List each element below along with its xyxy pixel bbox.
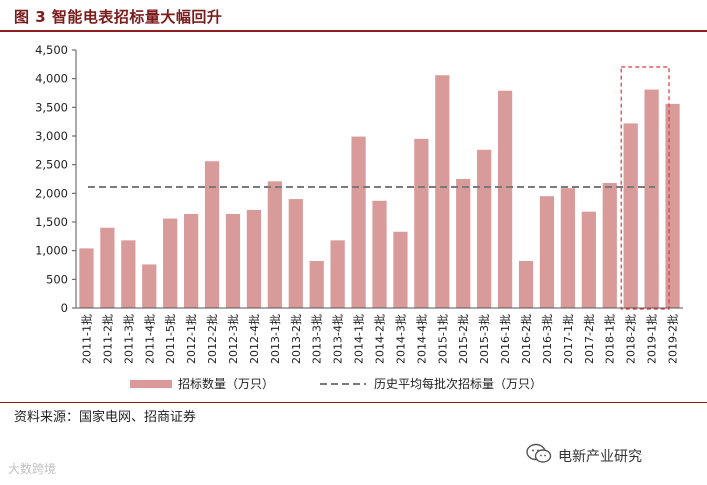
bar [204, 161, 220, 308]
bar [497, 90, 513, 308]
x-tick-label: 2011-4批 [142, 314, 156, 364]
x-tick-label: 2016-3批 [540, 314, 554, 364]
x-tick-label: 2015-1批 [435, 314, 449, 364]
bar [372, 200, 387, 308]
legend-bar-swatch [130, 380, 172, 388]
x-tick-label: 2018-2批 [624, 314, 638, 364]
bar [539, 196, 555, 308]
bar [518, 260, 534, 308]
bar-chart: 0 500 1,000 1,500 2,000 2,500 3,000 3,500 4,000 4… [35, 43, 683, 391]
x-tick-label: 2011-5批 [163, 314, 177, 364]
bar [644, 89, 659, 308]
x-tick-label: 2012-4批 [247, 314, 261, 364]
bar [225, 213, 241, 308]
bar [623, 123, 638, 309]
x-tick-label: 2017-2批 [582, 314, 596, 364]
x-tick-label: 2014-1批 [352, 314, 366, 364]
y-axis: 0 500 1,000 1,500 2,000 2,500 3,000 3,500 4,000 4… [35, 43, 77, 315]
bar-series [79, 75, 680, 309]
watermark-left: 大数跨境 [8, 462, 57, 476]
wechat-icon [526, 443, 552, 463]
x-tick-label: 2016-1批 [498, 314, 512, 364]
bar [393, 231, 408, 308]
bar [267, 181, 282, 308]
x-axis: 2011-1批 2011-2批 2011-3批 2011-4批 2011-5批 2012-… [76, 307, 683, 364]
bar [665, 103, 680, 308]
highlight-box [620, 66, 670, 310]
x-tick-label: 2014-2批 [373, 314, 387, 364]
source-note: 资料来源：国家电网、招商证券 [14, 410, 197, 425]
x-tick-label: 2018-1批 [603, 314, 617, 364]
x-tick-label: 2019-2批 [666, 314, 680, 364]
y-tick-label: 3,000 [35, 129, 68, 143]
bar [184, 213, 199, 308]
x-tick-label: 2013-4批 [331, 314, 345, 364]
overlay-layer [88, 66, 670, 310]
x-tick-label: 2013-2批 [289, 314, 303, 364]
y-tick-label: 2,500 [35, 158, 68, 172]
x-tick-label: 2016-2批 [519, 314, 533, 364]
x-tick-label: 2011-1批 [79, 314, 93, 364]
bar [456, 179, 471, 308]
bar [602, 183, 617, 308]
y-tick-label: 500 [46, 272, 68, 286]
bar [100, 227, 115, 308]
y-tick-label: 4,000 [35, 72, 68, 86]
x-tick-label: 2015-2批 [456, 314, 470, 364]
y-tick-label: 0 [61, 301, 68, 315]
x-tick-label: 2013-1批 [268, 314, 282, 364]
bar [309, 260, 324, 308]
y-tick-label: 2,000 [35, 186, 68, 200]
bar [142, 264, 157, 308]
y-tick-label: 3,500 [35, 100, 68, 114]
bar [288, 199, 303, 308]
bar [330, 240, 345, 308]
legend-line-label: 历史平均每批次招标量（万只） [374, 376, 542, 391]
legend: 招标数量（万只） 历史平均每批次招标量（万只） [130, 376, 542, 391]
bar [79, 248, 94, 308]
y-tick-label: 1,000 [35, 244, 68, 258]
x-tick-label: 2012-1批 [184, 314, 198, 364]
x-tick-label: 2014-4批 [414, 314, 428, 364]
bar [414, 138, 429, 308]
watermark-right: 电新产业研究 [558, 449, 642, 465]
x-tick-label: 2019-1批 [645, 314, 659, 364]
x-tick-label: 2011-2批 [100, 314, 114, 364]
y-tick-label: 4,500 [35, 43, 68, 57]
bar [581, 211, 596, 308]
bar [477, 149, 492, 308]
x-tick-label: 2017-1批 [561, 314, 575, 364]
bar [435, 75, 450, 308]
bar [246, 209, 262, 308]
bar [560, 188, 575, 308]
x-tick-label: 2012-2批 [205, 314, 219, 364]
x-tick-label: 2014-3批 [393, 314, 407, 364]
bar [163, 218, 178, 308]
x-tick-label: 2015-3批 [477, 314, 491, 364]
top-rule [0, 30, 707, 32]
figure-title: 图 3 智能电表招标量大幅回升 [14, 8, 223, 26]
y-tick-label: 1,500 [35, 215, 68, 229]
bottom-rule [0, 402, 707, 403]
x-tick-label: 2012-3批 [226, 314, 240, 364]
x-tick-label: 2011-3批 [121, 314, 135, 364]
bar [121, 240, 136, 308]
x-tick-label: 2013-3批 [310, 314, 324, 364]
legend-bar-label: 招标数量（万只） [178, 376, 274, 391]
bar [351, 136, 366, 308]
